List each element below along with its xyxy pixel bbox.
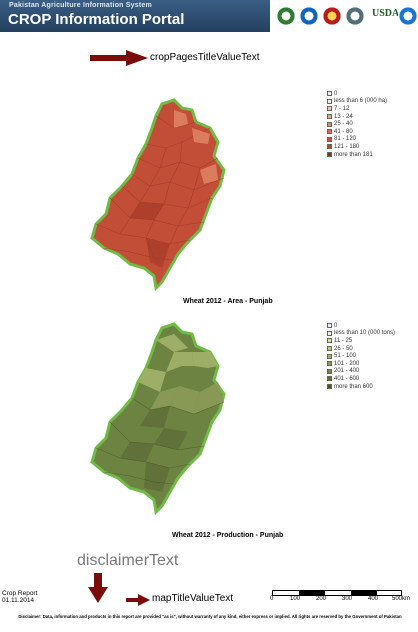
partner-logos: USDA <box>270 0 418 32</box>
legend-item: less than 10 (000 tons) <box>327 330 395 338</box>
legend-item: 101 - 200 <box>327 360 395 368</box>
legend-item: 25 - 40 <box>327 120 387 128</box>
legend-item: 81 - 120 <box>327 136 387 144</box>
legend-item: 0 <box>327 90 387 98</box>
area-legend: 0 less than 6 (000 ha) 7 - 12 13 - 24 25… <box>327 90 387 158</box>
punjab-seal-icon <box>276 6 296 26</box>
area-map-caption: Wheat 2012 - Area - Punjab <box>183 298 273 305</box>
legend-item: 0 <box>327 322 395 330</box>
suparco-seal-icon <box>299 6 319 26</box>
production-legend: 0 less than 10 (000 tons) 11 - 25 26 - 5… <box>327 322 395 390</box>
scale-tick: 500km <box>392 596 411 602</box>
legend-item: 7 - 12 <box>327 105 387 113</box>
scale-bar <box>272 590 402 596</box>
legend-item: less than 6 (000 ha) <box>327 98 387 106</box>
legend-item: 11 - 25 <box>327 337 395 345</box>
header-subtitle: Pakistan Agriculture Information System <box>9 2 152 9</box>
scale-tick: 200 <box>316 596 327 602</box>
production-map <box>90 322 226 516</box>
disclaimer-arrow-icon <box>88 573 108 603</box>
scale-tick: 400 <box>368 596 379 602</box>
legend-item: 13 - 24 <box>327 113 387 121</box>
fao-icon <box>398 6 418 26</box>
legend-item: more than 600 <box>327 383 395 391</box>
legend-item: 121 - 180 <box>327 143 387 151</box>
maptitle-arrow-icon <box>126 594 150 606</box>
report-label: Crop Report <box>2 590 38 597</box>
map-title-placeholder: mapTitleValueText <box>152 593 234 604</box>
partner-seal-icon <box>345 6 365 26</box>
usda-icon: USDA <box>372 8 400 19</box>
legend-item: 41 - 80 <box>327 128 387 136</box>
disclaimer-text: Disclaimer: Data, information and produc… <box>18 614 402 619</box>
scale-tick: 0 <box>270 596 274 602</box>
legend-item: 26 - 50 <box>327 345 395 353</box>
scale-tick: 100 <box>290 596 301 602</box>
area-map <box>90 98 226 292</box>
legend-item: 401 - 600 <box>327 375 395 383</box>
page-title-placeholder: cropPagesTitleValueText <box>150 52 260 63</box>
scale-tick: 300 <box>342 596 353 602</box>
header-title: CROP Information Portal <box>8 11 185 28</box>
production-map-caption: Wheat 2012 - Production - Punjab <box>172 532 284 539</box>
disclaimer-placeholder: disclaimerText <box>77 552 179 569</box>
report-date: 01.11.2014 <box>2 597 35 604</box>
legend-item: 201 - 400 <box>327 368 395 376</box>
university-seal-icon <box>322 6 342 26</box>
legend-item: more than 181 <box>327 151 387 159</box>
legend-item: 51 - 100 <box>327 352 395 360</box>
title-arrow-icon <box>90 50 148 66</box>
report-info: Crop Report 01.11.2014 <box>2 590 37 604</box>
portal-header: Pakistan Agriculture Information System … <box>0 0 418 32</box>
